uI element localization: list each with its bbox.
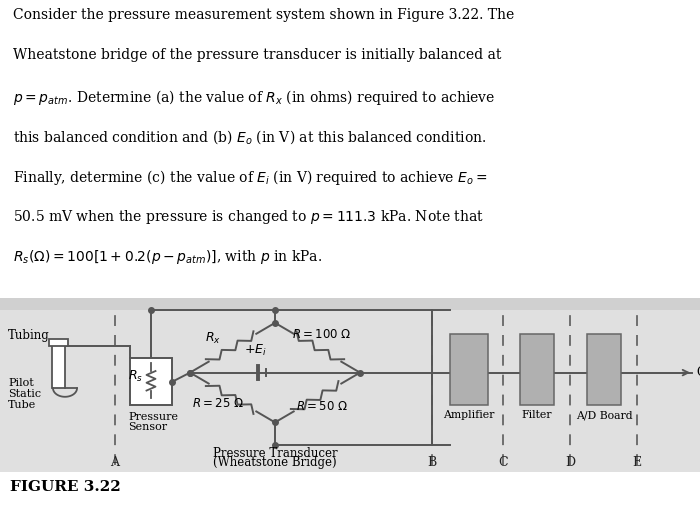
Text: Tubing: Tubing xyxy=(8,329,50,342)
Text: 50.5 mV when the pressure is changed to $p = 111.3$ kPa. Note that: 50.5 mV when the pressure is changed to … xyxy=(13,209,484,226)
Text: Computer: Computer xyxy=(696,366,700,379)
Text: Consider the pressure measurement system shown in Figure 3.22. The: Consider the pressure measurement system… xyxy=(13,8,514,22)
Text: B: B xyxy=(428,456,437,469)
Bar xyxy=(450,333,488,405)
Text: Pressure: Pressure xyxy=(128,412,178,422)
Text: $R = 100\ \Omega$: $R = 100\ \Omega$ xyxy=(292,328,351,341)
Text: Finally, determine (c) the value of $E_i$ (in V) required to achieve $E_o =$: Finally, determine (c) the value of $E_i… xyxy=(13,168,487,187)
Text: $R_x$: $R_x$ xyxy=(205,331,221,346)
Bar xyxy=(130,359,172,405)
Bar xyxy=(52,344,65,388)
Text: C: C xyxy=(498,456,508,469)
Text: A: A xyxy=(111,456,120,469)
Text: $R_s$: $R_s$ xyxy=(128,369,143,384)
Text: $R_s(\Omega) = 100[1 + 0.2(p - p_{atm})]$, with $p$ in kPa.: $R_s(\Omega) = 100[1 + 0.2(p - p_{atm})]… xyxy=(13,248,322,267)
Text: FIGURE 3.22: FIGURE 3.22 xyxy=(10,480,121,494)
Text: Pressure Transducer: Pressure Transducer xyxy=(213,447,337,460)
Text: $+E_i$: $+E_i$ xyxy=(244,343,267,359)
Text: Wheatstone bridge of the pressure transducer is initially balanced at: Wheatstone bridge of the pressure transd… xyxy=(13,48,501,62)
Text: A/D Board: A/D Board xyxy=(575,410,632,420)
Text: Sensor: Sensor xyxy=(128,422,167,432)
Text: $R = 25\ \Omega$: $R = 25\ \Omega$ xyxy=(192,397,244,411)
Text: D: D xyxy=(565,456,575,469)
Bar xyxy=(49,339,68,345)
Bar xyxy=(587,333,621,405)
Text: Amplifier: Amplifier xyxy=(443,410,495,420)
Text: E: E xyxy=(632,456,642,469)
Text: (Wheatstone Bridge): (Wheatstone Bridge) xyxy=(214,457,337,470)
Text: Tube: Tube xyxy=(8,399,36,410)
Bar xyxy=(520,333,554,405)
Text: $R = 50\ \Omega$: $R = 50\ \Omega$ xyxy=(296,400,348,413)
Text: Pilot: Pilot xyxy=(8,378,34,388)
Text: Static: Static xyxy=(8,389,41,399)
Text: this balanced condition and (b) $E_o$ (in V) at this balanced condition.: this balanced condition and (b) $E_o$ (i… xyxy=(13,128,486,146)
Text: $p = p_{atm}$. Determine (a) the value of $R_x$ (in ohms) required to achieve: $p = p_{atm}$. Determine (a) the value o… xyxy=(13,88,495,107)
Text: Filter: Filter xyxy=(522,410,552,420)
